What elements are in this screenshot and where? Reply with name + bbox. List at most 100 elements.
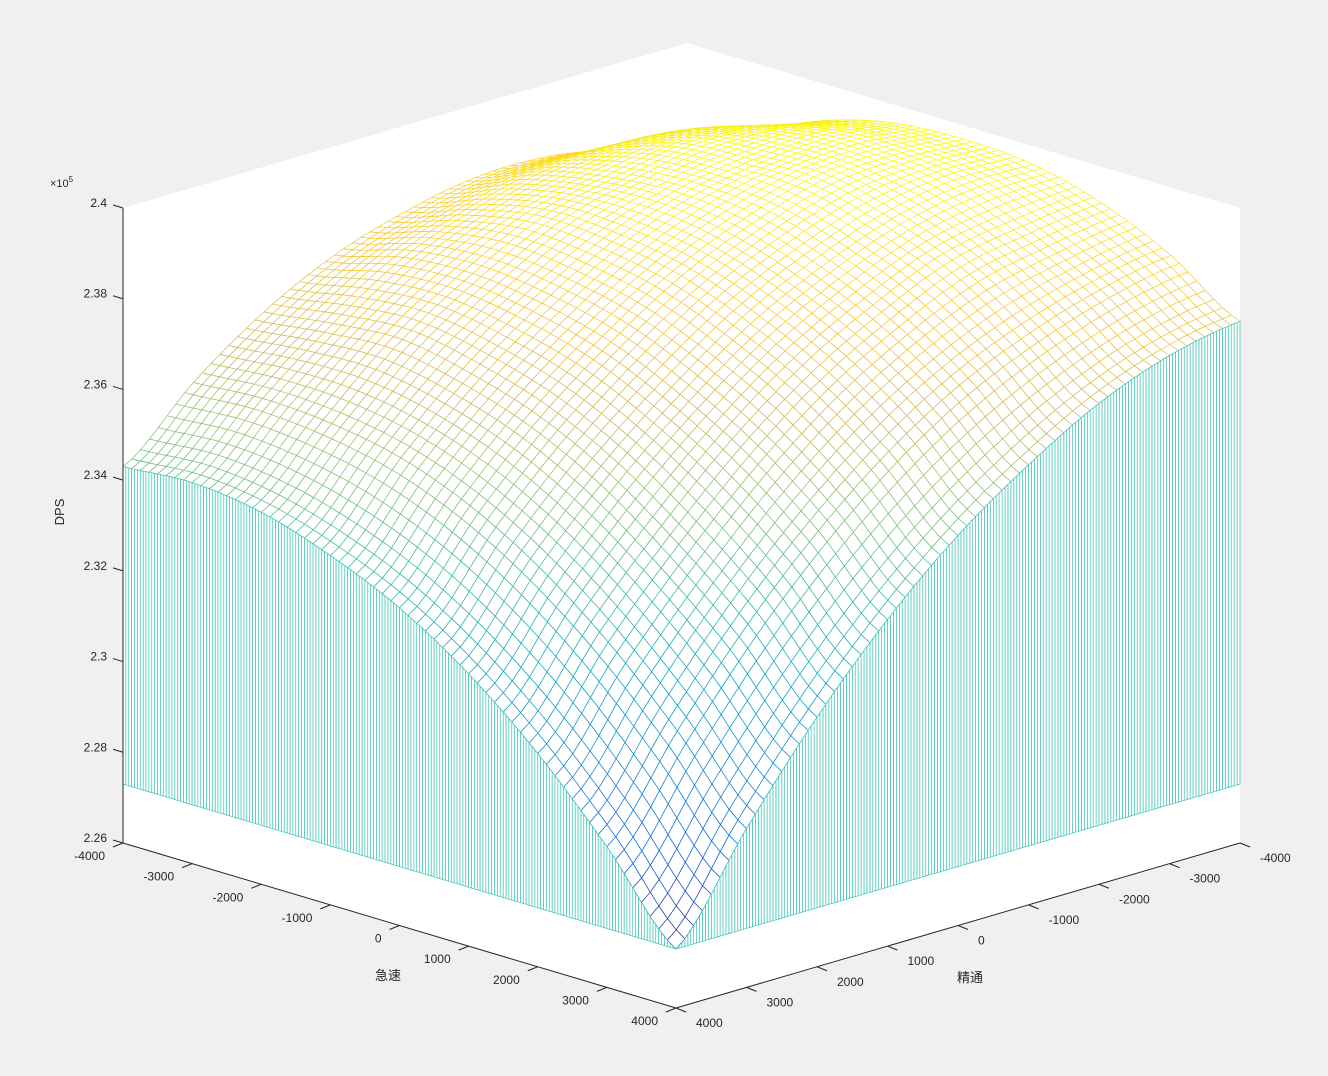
z-tick [112,385,124,390]
curtain-strip-x [260,511,265,827]
curtain-strip-x [595,829,599,927]
curtain-strip-y [987,500,991,859]
curtain-strip-x [272,517,277,831]
curtain-strip-x [592,825,596,926]
curtain-strip-y [737,837,741,932]
x-tick-label: -4000 [74,849,105,863]
curtain-strip-x [197,484,202,808]
curtain-strip-y [1095,402,1100,827]
curtain-strip-y [1022,466,1026,849]
curtain-strip-x [183,479,187,804]
curtain-strip-y [740,832,744,931]
curtain-strip-y [863,645,868,895]
curtain-strip-y [1219,328,1223,791]
curtain-strip-y [1016,472,1021,850]
curtain-strip-y [872,633,877,892]
curtain-strip-x [439,643,444,880]
x-tick-label: 4000 [631,1014,658,1028]
curtain-strip-y [1086,409,1091,830]
curtain-strip-y [1175,349,1179,804]
x-tick-label: 2000 [493,973,520,987]
curtain-strip-x [672,945,677,950]
curtain-strip-y [1163,356,1167,807]
y-tick-label: 4000 [696,1016,723,1030]
curtain-strip-y [1139,371,1144,814]
curtain-strip-x [376,588,380,861]
curtain-strip-x [557,778,562,916]
curtain-strip-x [162,474,167,798]
curtain-strip-y [887,614,891,888]
curtain-strip-y [1201,336,1206,796]
curtain-strip-y [1025,464,1029,848]
curtain-strip-y [913,581,918,880]
axes-lines [112,204,1251,1013]
curtain-strip-x [137,469,141,790]
curtain-strip-y [1189,342,1194,800]
curtain-strip-y [904,592,909,883]
curtain-strip-y [1233,321,1238,787]
curtain-strip-x [255,508,259,825]
curtain-strip-y [840,677,844,902]
curtain-strip-x [232,497,236,819]
curtain-strip-x [157,473,161,796]
curtain-strip-y [1142,369,1147,813]
curtain-strip-y [860,649,865,896]
curtain-strip-x [240,501,245,821]
curtain-strip-y [796,742,800,915]
curtain-strip-x [577,805,582,922]
curtain-strip-y [898,599,903,885]
curtain-strip-x [341,563,346,851]
curtain-strip-y [799,738,803,914]
curtain-strip-y [854,657,859,898]
curtain-strip-x [252,507,256,825]
curtain-strip-y [743,827,747,930]
curtain-strip-x [387,597,392,865]
curtain-strip-y [1116,387,1120,821]
curtain-strip-y [1066,426,1070,836]
curtain-strip-x [295,531,300,837]
curtain-strip-x [246,504,251,823]
curtain-strip-x [548,767,553,913]
curtain-strip-x [537,752,541,910]
curtain-strip-y [1036,453,1041,844]
curtain-strip-y [1104,395,1109,825]
z-exponent-label: ×105 [50,175,74,190]
curtain-strip-y [1034,455,1038,845]
curtain-strip-x [546,763,550,912]
curtain-strip-y [1098,400,1103,826]
curtain-strip-y [766,789,771,923]
curtain-strip-x [583,813,588,923]
curtain-strip-x [384,595,389,864]
curtain-strip-y [1042,447,1047,843]
curtain-strip-x [571,797,576,920]
curtain-strip-y [1216,329,1220,792]
curtain-strip-x [522,734,527,905]
y-axis-title: 精通 [957,970,983,985]
curtain-strip-y [810,720,815,910]
z-tick [112,658,124,663]
curtain-strip-x [494,701,498,897]
curtain-strip-x [335,558,340,849]
curtain-strip-y [1180,346,1185,802]
curtain-strip-x [381,592,386,863]
curtain-strip-y [722,865,727,936]
curtain-strip-y [1101,398,1106,825]
curtain-strip-x [453,658,458,885]
curtain-strip-y [1125,381,1129,819]
curtain-strip-x [629,881,634,937]
curtain-strip-y [1230,323,1235,788]
curtain-strip-y [719,871,724,937]
curtain-strip-y [1122,383,1126,819]
curtain-strip-x [209,488,213,812]
curtain-strip-x [289,528,294,836]
y-tick-label: 1000 [908,954,935,968]
curtain-strip-y [1195,339,1200,798]
curtain-strip-x [165,475,170,799]
x-axis-title: 急速 [375,968,401,983]
curtain-strip-x [298,533,302,838]
curtain-strip-x [344,565,349,852]
curtain-strip-y [1083,412,1088,831]
curtain-strip-x [534,749,539,909]
curtain-strip-y [1222,326,1226,790]
